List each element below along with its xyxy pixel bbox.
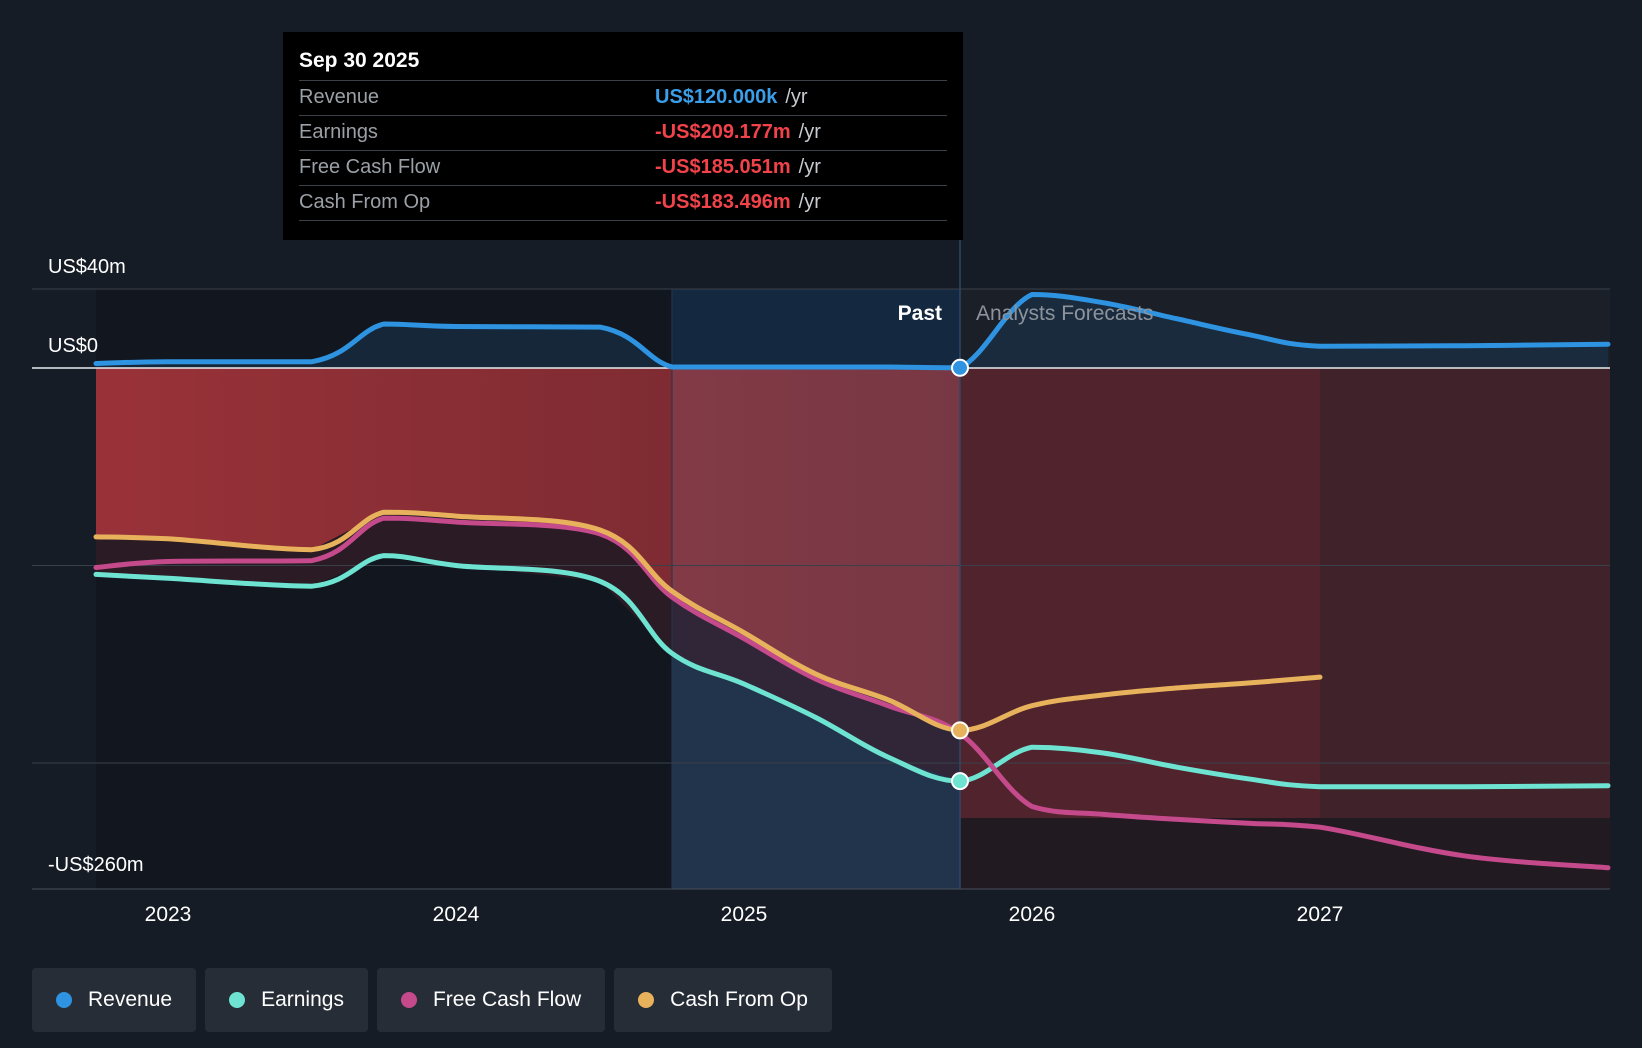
- series-line-earnings: [93, 553, 1611, 790]
- forecast-label: Analysts Forecasts: [976, 302, 1153, 325]
- tooltip-row-free-cash-flow: Free Cash Flow -US$185.051m /yr: [299, 150, 947, 185]
- highlight-point-revenue[interactable]: [951, 358, 969, 377]
- legend-item-cash-from-op[interactable]: Cash From Op: [614, 968, 832, 1032]
- tooltip: Sep 30 2025 Revenue US$120.000k /yr Earn…: [283, 32, 963, 240]
- chart-series-lines: [93, 292, 1611, 871]
- legend-dot-icon: [56, 992, 72, 1008]
- legend: Revenue Earnings Free Cash Flow Cash Fro…: [32, 968, 832, 1032]
- legend-label: Cash From Op: [670, 988, 808, 1011]
- y-tick-label: US$0: [48, 335, 98, 357]
- past-label: Past: [898, 302, 942, 325]
- legend-label: Free Cash Flow: [432, 988, 582, 1011]
- legend-label: Revenue: [88, 988, 173, 1011]
- chart-labels: US$40m US$0 -US$260m 2023 2024 2025 2026 2027 Pa…: [48, 256, 1343, 926]
- tooltip-value: US$120.000k: [655, 86, 778, 108]
- tooltip-row-cash-from-op: Cash From Op -US$183.496m /yr: [299, 185, 947, 221]
- tooltip-label: Cash From Op: [299, 191, 431, 213]
- past-negative-area: [96, 368, 960, 731]
- chart-shading: [96, 289, 1610, 889]
- tooltip-label: Earnings: [299, 121, 378, 143]
- tooltip-unit: /yr: [785, 86, 808, 108]
- series-line-revenue: [93, 292, 1611, 371]
- tooltip-value: -US$209.177m: [655, 121, 791, 143]
- tooltip-unit: /yr: [798, 191, 821, 213]
- tooltip-unit: /yr: [798, 121, 821, 143]
- x-tick-label: 2026: [1009, 903, 1056, 926]
- tooltip-value: -US$183.496m: [655, 191, 791, 213]
- tooltip-row-earnings: Earnings -US$209.177m /yr: [299, 115, 947, 150]
- legend-item-earnings[interactable]: Earnings: [205, 968, 368, 1032]
- revenue-area: [96, 294, 1608, 368]
- legend-dot-icon: [400, 992, 417, 1008]
- tooltip-label: Revenue: [299, 86, 380, 108]
- chart-highlight-points[interactable]: [951, 358, 969, 791]
- legend-item-free-cash-flow[interactable]: Free Cash Flow: [376, 968, 606, 1032]
- legend-dot-icon: [638, 992, 655, 1008]
- y-tick-label: US$40m: [48, 256, 126, 278]
- x-tick-label: 2027: [1297, 903, 1344, 926]
- tooltip-unit: /yr: [798, 156, 821, 178]
- legend-dot-icon: [229, 992, 246, 1008]
- x-tick-label: 2025: [721, 903, 768, 926]
- highlight-point-earnings[interactable]: [951, 772, 969, 791]
- tooltip-label: Free Cash Flow: [299, 156, 441, 178]
- past-band-between-lines: [96, 512, 960, 782]
- forecast-negative-area-late: [1320, 368, 1610, 818]
- series-line-cash-from-op: [93, 509, 1323, 733]
- x-tick-label: 2024: [433, 903, 480, 926]
- legend-label: Earnings: [261, 988, 344, 1011]
- tooltip-value: -US$185.051m: [655, 156, 791, 178]
- series-line-free-cash-flow: [93, 515, 1611, 871]
- forecast-negative-area: [960, 368, 1320, 818]
- legend-item-revenue[interactable]: Revenue: [32, 968, 197, 1032]
- tooltip-date: Sep 30 2025: [299, 49, 420, 72]
- y-tick-label: -US$260m: [48, 854, 144, 876]
- forecast-lower-area: [960, 818, 1610, 889]
- highlight-point-cash-from-op[interactable]: [951, 721, 969, 740]
- x-tick-label: 2023: [145, 903, 192, 926]
- tooltip-row-revenue: Revenue US$120.000k /yr: [299, 80, 947, 115]
